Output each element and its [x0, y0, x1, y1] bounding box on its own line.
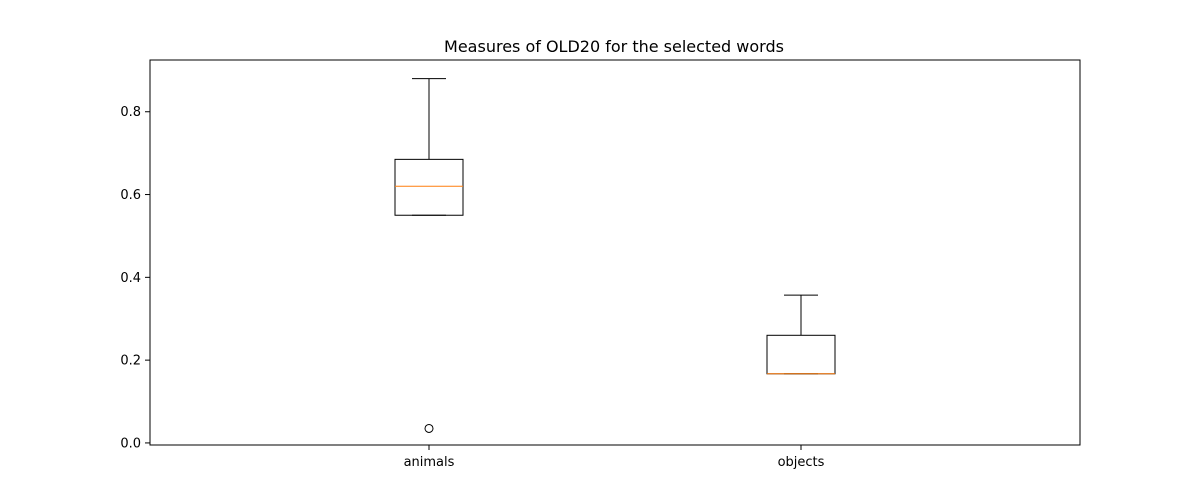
chart-title: Measures of OLD20 for the selected words	[444, 37, 784, 56]
box-objects	[766, 334, 836, 375]
y-tick-label: 0.6	[120, 188, 141, 203]
plot-frame	[149, 59, 1081, 446]
plot-area: 0.0 0.2 0.4 0.6 0.8 animals objects	[120, 59, 1081, 470]
y-tick-label: 0.0	[120, 436, 141, 451]
x-tick-label: animals	[404, 455, 455, 470]
x-tick-label: objects	[778, 455, 825, 470]
box-animals	[394, 158, 464, 216]
y-tick-label: 0.2	[120, 354, 141, 369]
y-tick-label: 0.8	[120, 105, 141, 120]
outlier-point	[424, 423, 434, 433]
y-tick-label: 0.4	[120, 271, 141, 286]
